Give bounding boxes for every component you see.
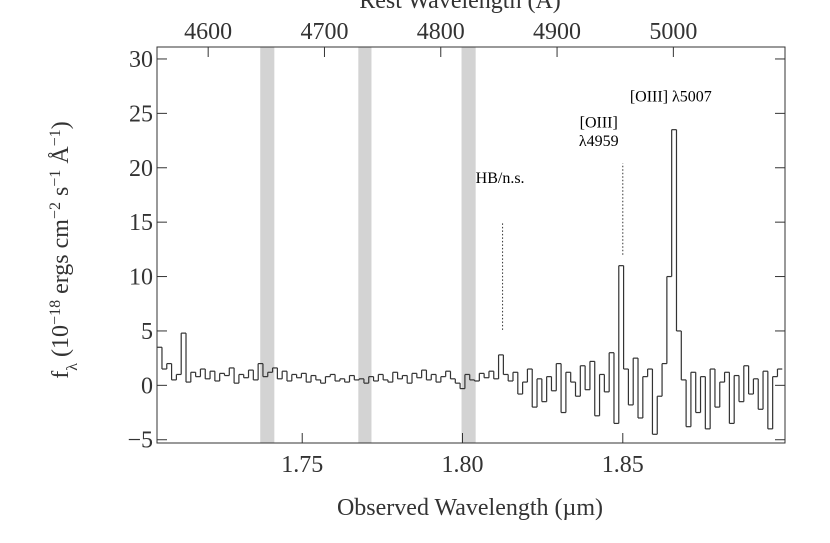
spectrum-risers bbox=[161, 129, 779, 435]
top-axis-label: Rest Wavelength (Å) bbox=[359, 0, 561, 14]
spectrum bbox=[157, 129, 783, 435]
y-axis-label-part: ) bbox=[48, 121, 74, 129]
y-axis-label-part: −1 bbox=[47, 170, 64, 187]
y-tick-label: 15 bbox=[129, 210, 153, 236]
y-tick-label: 0 bbox=[141, 373, 153, 399]
y-axis-label-part: −18 bbox=[47, 300, 64, 325]
plot-frame bbox=[156, 46, 786, 444]
masked-band bbox=[461, 47, 476, 443]
y-axis-label-part: ergs cm bbox=[48, 219, 74, 300]
y-tick-label: 25 bbox=[129, 101, 153, 127]
y-axis-label: fλ (10−18 ergs cm−2 s−1 Å−1) bbox=[47, 121, 81, 378]
y-tick-label: 30 bbox=[129, 47, 153, 73]
x-tick-label: 1.80 bbox=[442, 452, 484, 478]
x-tick-label: 1.75 bbox=[281, 452, 323, 478]
y-axis-label-part: s bbox=[48, 187, 74, 202]
annotation: HB/n.s. bbox=[476, 170, 525, 187]
y-axis-label-part: f bbox=[48, 371, 74, 379]
annotation: λ4959 bbox=[579, 133, 619, 150]
y-tick-label: 20 bbox=[129, 156, 153, 182]
y-axis-label-part: Å bbox=[48, 146, 74, 170]
y-tick-label: −5 bbox=[127, 428, 153, 454]
x2-tick-label: 4900 bbox=[533, 19, 581, 45]
x2-tick-label: 5000 bbox=[649, 19, 697, 45]
masked-band bbox=[260, 47, 275, 443]
x2-tick-label: 4700 bbox=[300, 19, 348, 45]
x-tick-label: 1.85 bbox=[602, 452, 644, 478]
x2-tick-label: 4600 bbox=[184, 19, 232, 45]
y-tick-label: 5 bbox=[141, 319, 153, 345]
y-axis-label-part: λ bbox=[64, 363, 81, 371]
axes: HB/n.s. [OIII]λ4959 [OIII] λ5007 −5 0 5 10 15 20… bbox=[127, 19, 786, 478]
y-axis-label-part: (10 bbox=[48, 325, 74, 363]
x2-tick-label: 4800 bbox=[417, 19, 465, 45]
masked-band bbox=[358, 47, 372, 443]
annotation: [OIII] bbox=[580, 115, 618, 132]
bands bbox=[260, 47, 476, 443]
y-axis-label-part: −2 bbox=[47, 202, 64, 219]
x-axis-label: Observed Wavelength (µm) bbox=[337, 495, 603, 521]
annotation: [OIII] λ5007 bbox=[630, 88, 712, 105]
y-axis-label-part: −1 bbox=[47, 129, 64, 146]
y-tick-label: 10 bbox=[129, 265, 153, 291]
